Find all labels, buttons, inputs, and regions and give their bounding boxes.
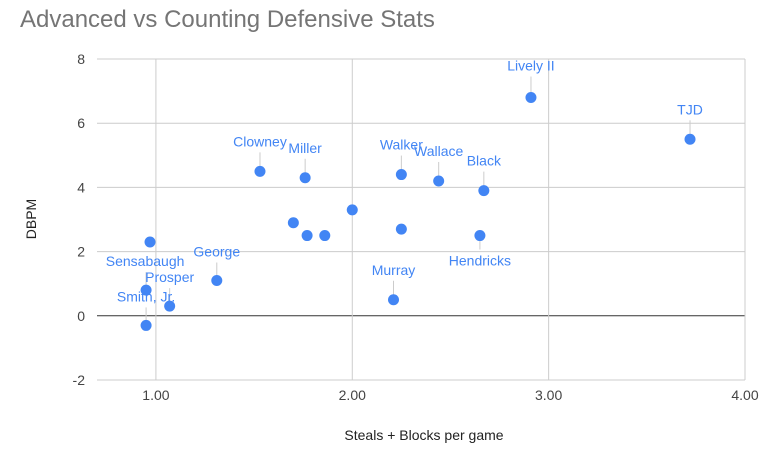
point-label: Smith, Jr. bbox=[117, 288, 175, 304]
y-tick-label: 4 bbox=[77, 179, 85, 195]
data-point bbox=[525, 92, 537, 104]
data-point bbox=[254, 165, 266, 177]
x-tick-label: 1.00 bbox=[142, 387, 169, 403]
y-tick-label: 8 bbox=[77, 51, 85, 67]
point-label: Lively II bbox=[507, 58, 554, 74]
point-label: Miller bbox=[288, 140, 322, 156]
data-point bbox=[211, 274, 223, 286]
x-tick-label: 3.00 bbox=[535, 387, 562, 403]
data-point bbox=[164, 300, 176, 312]
point-label: Black bbox=[467, 153, 502, 169]
y-tick-label: 2 bbox=[77, 244, 85, 260]
data-point bbox=[287, 217, 299, 229]
data-point bbox=[346, 204, 358, 216]
x-tick-label: 4.00 bbox=[731, 387, 758, 403]
y-tick-label: 6 bbox=[77, 115, 85, 131]
y-tick-label: 0 bbox=[77, 308, 85, 324]
point-label: Walker bbox=[380, 137, 423, 153]
grid-lines bbox=[97, 58, 746, 381]
point-label: TJD bbox=[677, 101, 703, 117]
x-tick-label: 2.00 bbox=[339, 387, 366, 403]
data-point bbox=[144, 236, 156, 248]
data-point bbox=[478, 185, 490, 197]
y-axis-title: DBPM bbox=[23, 199, 39, 239]
label-leaders bbox=[145, 76, 691, 321]
data-point bbox=[395, 169, 407, 181]
data-point bbox=[433, 175, 445, 187]
point-label: Clowney bbox=[233, 133, 287, 149]
point-label: Hendricks bbox=[449, 253, 511, 269]
data-point bbox=[388, 294, 400, 306]
x-axis-title: Steals + Blocks per game bbox=[344, 427, 503, 443]
chart-title: Advanced vs Counting Defensive Stats bbox=[20, 6, 435, 33]
data-point bbox=[299, 172, 311, 184]
data-point bbox=[301, 230, 313, 242]
data-points bbox=[140, 92, 696, 331]
point-label: George bbox=[193, 243, 240, 259]
data-point bbox=[684, 133, 696, 145]
data-point bbox=[140, 319, 152, 331]
point-label: Murray bbox=[372, 262, 416, 278]
data-point bbox=[319, 230, 331, 242]
data-point bbox=[140, 284, 152, 296]
data-point bbox=[395, 223, 407, 235]
point-label: Wallace bbox=[414, 143, 463, 159]
point-labels: Lively II TJD Clowney Miller WalkerWallaceBl… bbox=[106, 58, 703, 305]
point-label: Sensabaugh bbox=[106, 253, 185, 269]
point-label: Prosper bbox=[145, 269, 194, 285]
axes: -2 0 2 4 6 8 1.00 2.00 3.00 4.00 bbox=[73, 51, 759, 403]
data-point bbox=[474, 230, 486, 242]
y-tick-label: -2 bbox=[73, 372, 86, 388]
